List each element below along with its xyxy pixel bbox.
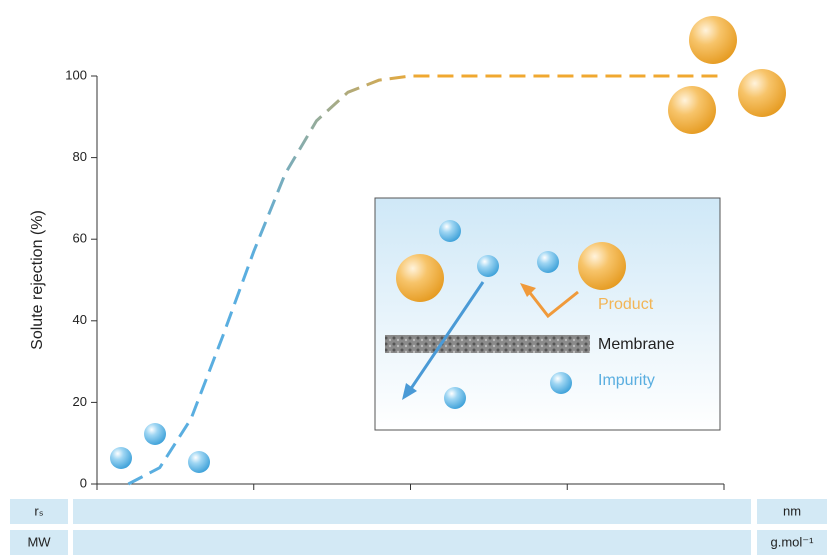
- y-axis-label: Solute rejection (%): [29, 210, 46, 350]
- y-tick-label: 20: [73, 394, 87, 409]
- annotation: Impurity: [598, 372, 655, 389]
- y-tick-label: 60: [73, 231, 87, 246]
- x2-unit: g.mol⁻¹: [771, 534, 815, 549]
- x-axis-label: rₛ: [34, 503, 43, 518]
- annotation: Membrane: [598, 336, 675, 353]
- y-tick-label: 80: [73, 149, 87, 164]
- annotation: Product: [598, 296, 654, 313]
- y-tick-label: 40: [73, 312, 87, 327]
- axis-table: rₛ MW nm g.mol⁻¹: [10, 499, 827, 555]
- y-tick-label: 100: [65, 67, 87, 82]
- x2-axis-label: MW: [27, 534, 51, 549]
- inset-diagram: Product Membrane Impurity: [375, 198, 720, 430]
- x-unit: nm: [783, 503, 801, 518]
- chart: 020406080100000.510016001.5130023000 Sol…: [0, 0, 827, 555]
- y-tick-label: 0: [80, 475, 87, 490]
